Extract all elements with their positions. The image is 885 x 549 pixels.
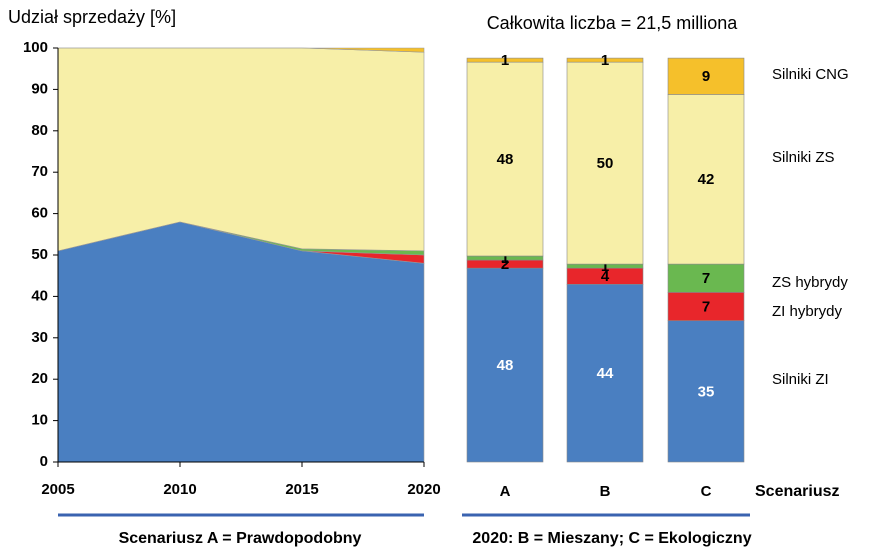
bar-segment — [667, 292, 745, 321]
data-label: 4 — [601, 268, 610, 285]
y-tick-label: 10 — [31, 412, 48, 429]
y-tick-label: 0 — [40, 453, 48, 470]
y-tick-label: 50 — [31, 246, 48, 263]
bar-segment — [566, 61, 644, 265]
bar-segment — [466, 57, 544, 63]
data-label: 7 — [702, 270, 710, 287]
y-tick-label: 70 — [31, 163, 48, 180]
bar-segment — [566, 57, 644, 63]
legend-label: ZS hybrydy — [772, 274, 848, 291]
caption: 2020: B = Mieszany; C = Ekologiczny — [472, 530, 751, 547]
x-tick-label: 2010 — [163, 481, 196, 498]
data-label: 44 — [597, 365, 614, 382]
x-tick-label: 2020 — [407, 481, 440, 498]
x-axis-label: Scenariusz — [755, 483, 839, 500]
data-label: 42 — [698, 171, 715, 188]
data-label: 35 — [698, 383, 715, 400]
y-tick-label: 80 — [31, 122, 48, 139]
data-label: 9 — [702, 68, 710, 85]
y-tick-label: 60 — [31, 205, 48, 222]
data-label: 1 — [501, 52, 509, 69]
legend-label: Silniki ZS — [772, 149, 835, 166]
chart-title: Całkowita liczba = 21,5 milliona — [487, 13, 739, 33]
data-label: 1 — [601, 52, 609, 69]
bar-segment — [667, 94, 745, 265]
data-label: 2 — [501, 256, 509, 273]
legend-label: Silniki CNG — [772, 66, 849, 83]
bar-segment — [667, 320, 745, 463]
bar-segment — [466, 267, 544, 463]
data-label: 7 — [702, 298, 710, 315]
x-tick-label: 2005 — [41, 481, 74, 498]
x-tick-label: A — [500, 483, 511, 500]
x-tick-label: B — [600, 483, 611, 500]
area — [58, 47, 425, 53]
legend-label: ZI hybrydy — [772, 303, 843, 320]
y-tick-label: 40 — [31, 287, 48, 304]
area — [57, 47, 425, 252]
legend-label: Silniki ZI — [772, 371, 829, 388]
y-tick-label: 90 — [31, 80, 48, 97]
bar-segment — [667, 57, 745, 95]
y-tick-label: 30 — [31, 329, 48, 346]
y-tick-label: 100 — [23, 39, 48, 56]
bar-segment — [566, 283, 644, 463]
y-tick-label: 20 — [31, 370, 48, 387]
data-label: 50 — [597, 155, 614, 172]
caption: Scenariusz A = Prawdopodobny — [119, 530, 362, 547]
data-label: 1 — [601, 258, 609, 275]
x-tick-label: 2015 — [285, 481, 318, 498]
data-label: 48 — [497, 151, 514, 168]
data-label: 1 — [501, 250, 509, 267]
x-tick-label: C — [701, 483, 712, 500]
data-label: 48 — [497, 357, 514, 374]
y-axis-label: Udział sprzedaży [%] — [8, 7, 176, 27]
